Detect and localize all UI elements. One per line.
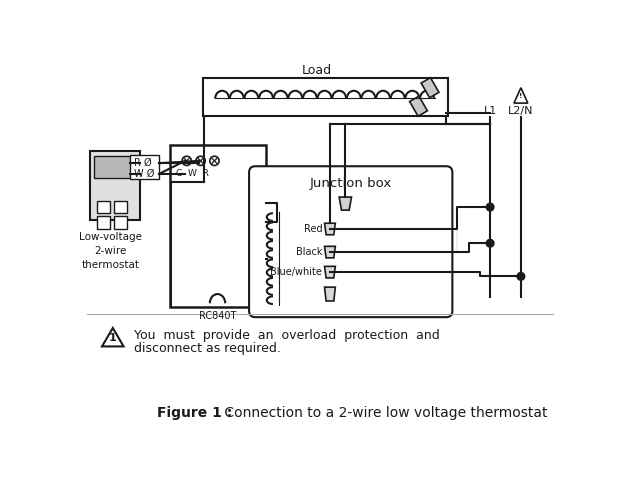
Polygon shape (102, 328, 124, 346)
Polygon shape (324, 223, 336, 235)
Bar (114, 201, 127, 213)
Bar (170, 146, 266, 307)
Circle shape (486, 203, 494, 211)
Polygon shape (324, 266, 336, 278)
Text: W Ø: W Ø (134, 169, 154, 179)
Text: !: ! (519, 93, 522, 99)
Polygon shape (324, 246, 336, 258)
Text: Junction box: Junction box (309, 177, 392, 189)
Circle shape (196, 156, 205, 166)
Bar (130, 155, 159, 179)
Text: Connection to a 2-wire low voltage thermostat: Connection to a 2-wire low voltage therm… (220, 406, 548, 420)
Bar (97, 216, 110, 228)
Text: RC840T: RC840T (199, 311, 237, 321)
Text: Red: Red (304, 224, 322, 234)
Text: Black: Black (296, 247, 322, 257)
Polygon shape (339, 197, 351, 210)
Text: L1: L1 (484, 106, 497, 116)
Polygon shape (421, 77, 439, 98)
Text: Low-voltage
2-wire
thermostat: Low-voltage 2-wire thermostat (79, 232, 142, 270)
Polygon shape (409, 96, 428, 116)
Circle shape (486, 240, 494, 247)
Bar (90, 151, 140, 220)
Text: L2/N: L2/N (508, 106, 534, 116)
Text: Load: Load (302, 64, 332, 77)
FancyBboxPatch shape (249, 166, 452, 317)
Text: You  must  provide  an  overload  protection  and: You must provide an overload protection … (134, 330, 439, 342)
Text: disconnect as required.: disconnect as required. (134, 342, 281, 355)
Bar (203, 78, 448, 116)
Circle shape (210, 156, 219, 166)
Bar (97, 201, 110, 213)
Polygon shape (514, 88, 528, 103)
Bar (114, 216, 127, 228)
Text: C  W  R: C W R (176, 169, 209, 178)
Text: 1: 1 (109, 333, 117, 343)
Text: Figure 1 :: Figure 1 : (157, 406, 232, 420)
Text: Blue/white: Blue/white (271, 267, 322, 277)
Polygon shape (324, 287, 336, 301)
Text: R Ø: R Ø (134, 158, 151, 168)
Bar (94, 156, 136, 178)
Circle shape (517, 273, 525, 280)
Circle shape (182, 156, 191, 166)
